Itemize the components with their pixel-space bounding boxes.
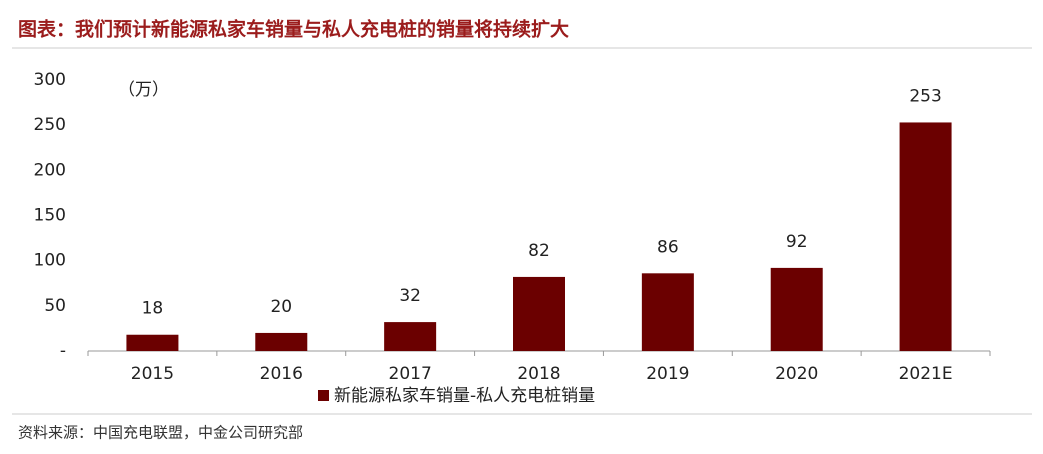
y-tick-label: 250 [34, 115, 66, 135]
x-tick-label: 2015 [131, 364, 174, 384]
x-tick-label: 2021E [899, 364, 953, 384]
x-tick-label: 2020 [775, 364, 818, 384]
value-label: 20 [270, 297, 292, 317]
chart-title: 图表：我们预计新能源私家车销量与私人充电桩的销量将持续扩大 [18, 18, 569, 41]
x-tick-label: 2017 [389, 364, 432, 384]
y-tick-label: 150 [34, 206, 66, 226]
value-label: 32 [399, 286, 421, 306]
unit-label: （万） [118, 80, 169, 100]
source-note: 资料来源：中国充电联盟，中金公司研究部 [18, 424, 303, 442]
y-tick-label: - [60, 341, 66, 361]
y-tick-label: 200 [34, 160, 66, 180]
bar [513, 276, 565, 351]
x-tick-label: 2018 [517, 364, 560, 384]
legend-label: 新能源私家车销量-私人充电桩销量 [334, 386, 595, 406]
bar [899, 122, 952, 351]
value-label: 253 [909, 86, 941, 106]
legend-swatch [318, 390, 329, 401]
bar [255, 332, 308, 351]
bar [384, 322, 437, 351]
y-tick-label: 100 [34, 251, 66, 271]
y-tick-label: 300 [34, 70, 66, 90]
x-tick-label: 2016 [260, 364, 303, 384]
value-label: 18 [142, 299, 164, 319]
value-label: 92 [786, 232, 808, 252]
value-label: 82 [528, 241, 550, 261]
y-tick-label: 50 [44, 296, 66, 316]
value-label: 86 [657, 237, 679, 257]
bar [641, 273, 694, 351]
bar [770, 267, 823, 351]
bar [126, 334, 179, 351]
x-tick-label: 2019 [646, 364, 689, 384]
